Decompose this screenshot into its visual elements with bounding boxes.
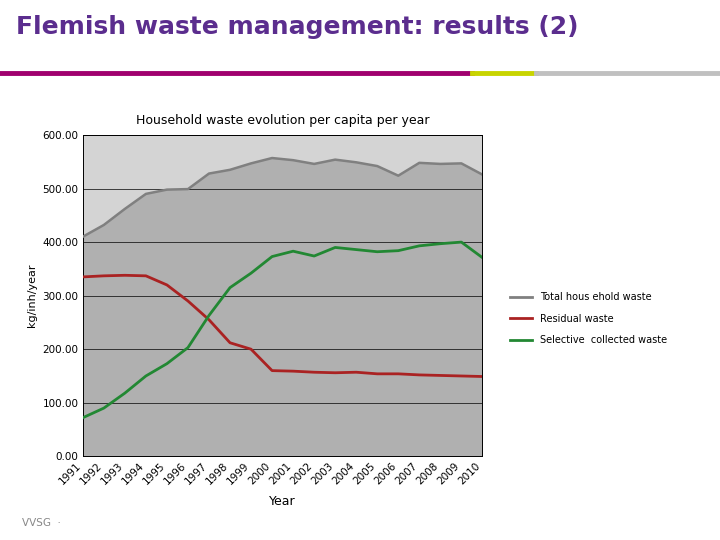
Text: Flemish waste management: results (2): Flemish waste management: results (2) — [16, 16, 578, 39]
Text: VVSG  ·: VVSG · — [22, 518, 60, 528]
Y-axis label: kg/inh/year: kg/inh/year — [27, 264, 37, 327]
Legend: Total hous ehold waste, Residual waste, Selective  collected waste: Total hous ehold waste, Residual waste, … — [503, 284, 675, 353]
X-axis label: Year: Year — [269, 495, 296, 508]
Title: Household waste evolution per capita per year: Household waste evolution per capita per… — [136, 114, 429, 127]
